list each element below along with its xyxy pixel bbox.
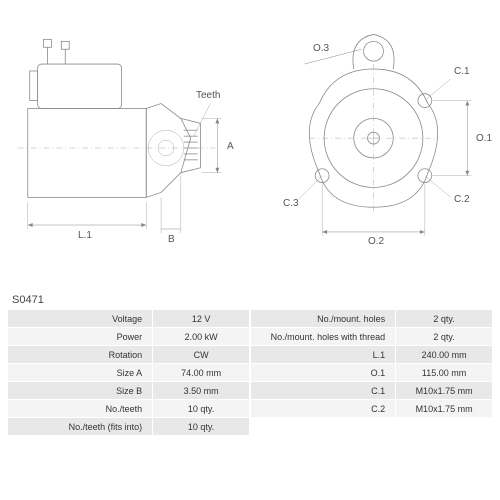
spec-row: No./teeth10 qty. xyxy=(8,400,249,418)
spec-value: M10x1.75 mm xyxy=(395,382,492,399)
spec-row: No./teeth (fits into)10 qty. xyxy=(8,418,249,436)
spec-label: No./mount. holes with thread xyxy=(251,328,395,345)
spec-label: Size B xyxy=(8,382,152,399)
label-c1: C.1 xyxy=(454,66,470,77)
label-teeth: Teeth xyxy=(196,90,220,101)
spec-row: L.1240.00 mm xyxy=(251,346,492,364)
label-o2: O.2 xyxy=(368,236,384,247)
spec-row: O.1115.00 mm xyxy=(251,364,492,382)
spec-table: Voltage12 VPower2.00 kWRotationCWSize A7… xyxy=(8,310,492,436)
spec-value: 10 qty. xyxy=(152,400,249,417)
spec-row: Size B3.50 mm xyxy=(8,382,249,400)
spec-label: Size A xyxy=(8,364,152,381)
spec-value: 2.00 kW xyxy=(152,328,249,345)
spec-row: Voltage12 V xyxy=(8,310,249,328)
spec-row: C.1M10x1.75 mm xyxy=(251,382,492,400)
spec-label: No./teeth xyxy=(8,400,152,417)
diagram-front-view: O.2 O.1 O.3 C.1 C.2 C.3 xyxy=(255,8,492,288)
spec-row: C.2M10x1.75 mm xyxy=(251,400,492,418)
label-a: A xyxy=(227,141,234,152)
spec-col-left: Voltage12 VPower2.00 kWRotationCWSize A7… xyxy=(8,310,249,436)
part-code: S0471 xyxy=(12,294,492,306)
spec-value: M10x1.75 mm xyxy=(395,400,492,417)
label-o3: O.3 xyxy=(313,43,329,54)
spec-label: L.1 xyxy=(251,346,395,363)
spec-row: No./mount. holes with thread2 qty. xyxy=(251,328,492,346)
spec-row: Power2.00 kW xyxy=(8,328,249,346)
spec-label: Voltage xyxy=(8,310,152,327)
spec-value: 115.00 mm xyxy=(395,364,492,381)
label-c3: C.3 xyxy=(283,198,299,209)
diagram-area: L.1 B A Teeth xyxy=(8,8,492,288)
label-l1: L.1 xyxy=(78,230,92,241)
spec-value: CW xyxy=(152,346,249,363)
spec-label: O.1 xyxy=(251,364,395,381)
spec-label: C.1 xyxy=(251,382,395,399)
spec-value: 74.00 mm xyxy=(152,364,249,381)
spec-value: 12 V xyxy=(152,310,249,327)
spec-value: 2 qty. xyxy=(395,310,492,327)
spec-row: Size A74.00 mm xyxy=(8,364,249,382)
spec-row: RotationCW xyxy=(8,346,249,364)
spec-value: 2 qty. xyxy=(395,328,492,345)
spec-value: 10 qty. xyxy=(152,418,249,435)
label-o1: O.1 xyxy=(476,133,492,144)
spec-label: Rotation xyxy=(8,346,152,363)
spec-label: Power xyxy=(8,328,152,345)
diagram-side-view: L.1 B A Teeth xyxy=(8,8,245,288)
spec-value: 240.00 mm xyxy=(395,346,492,363)
spec-label: No./mount. holes xyxy=(251,310,395,327)
spec-label: C.2 xyxy=(251,400,395,417)
label-b: B xyxy=(168,234,175,245)
spec-col-right: No./mount. holes2 qty.No./mount. holes w… xyxy=(251,310,492,436)
spec-row: No./mount. holes2 qty. xyxy=(251,310,492,328)
label-c2: C.2 xyxy=(454,194,470,205)
spec-value: 3.50 mm xyxy=(152,382,249,399)
spec-label: No./teeth (fits into) xyxy=(8,418,152,435)
